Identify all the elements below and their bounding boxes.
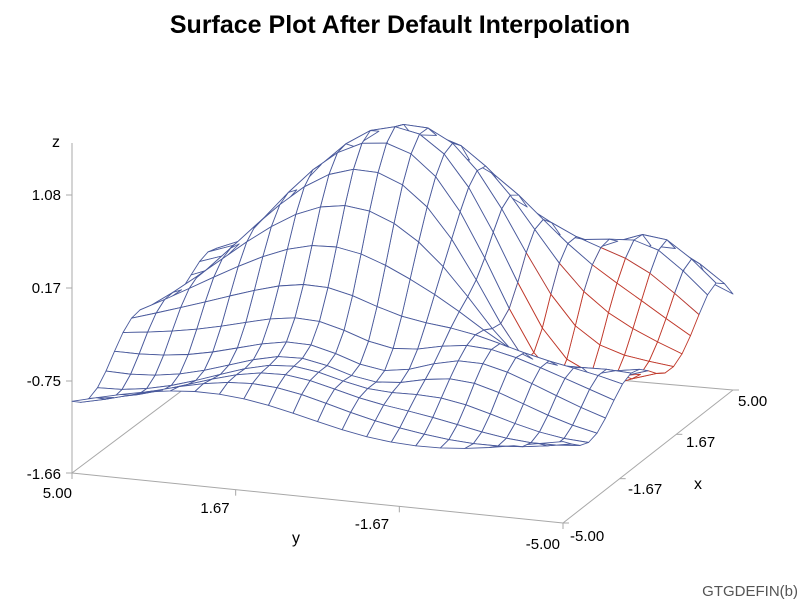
z-tick-label: 0.17 (32, 280, 61, 297)
x-axis-label: x (694, 476, 702, 493)
surface-mesh (71, 123, 734, 449)
x-axis-line (562, 389, 734, 524)
z-tick-label: -1.66 (27, 466, 61, 483)
x-tick-label: 5.00 (738, 393, 767, 410)
footnote: GTGDEFIN(b) (702, 583, 798, 600)
y-tick-label: 5.00 (43, 485, 72, 502)
z-tick-label: -0.75 (27, 373, 61, 390)
z-axis-label: z (52, 134, 60, 151)
x-tick-label: -1.67 (628, 481, 662, 498)
y-axis-label: y (292, 530, 300, 547)
y-tick-label: 1.67 (200, 500, 229, 517)
y-tick-label: -1.67 (355, 516, 389, 533)
x-tick-label: -5.00 (570, 528, 604, 545)
x-tick-label: 1.67 (686, 434, 715, 451)
chart-title: Surface Plot After Default Interpolation (170, 11, 630, 39)
z-tick-label: 1.08 (32, 187, 61, 204)
tick-marks (66, 194, 739, 529)
surface-cell (71, 397, 106, 403)
y-axis-line (71, 472, 564, 524)
y-tick-label: -5.00 (526, 536, 560, 553)
